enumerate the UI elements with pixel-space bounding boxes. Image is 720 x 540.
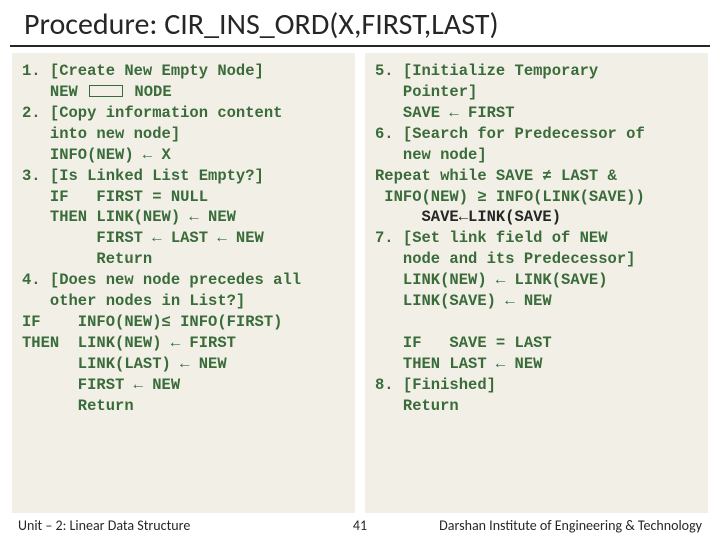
code-line: 6. [Search for Predecessor of — [375, 125, 645, 143]
code-line: new node] — [375, 146, 487, 164]
footer-left: Unit – 2: Linear Data Structure — [18, 517, 330, 534]
code-line: other nodes in List?] — [22, 292, 245, 310]
code-line: THEN LAST ← NEW — [375, 355, 542, 373]
code-line: THEN LINK(NEW) ← FIRST — [22, 334, 236, 352]
code-line: LINK(LAST) ← NEW — [22, 355, 227, 373]
code-line: 5. [Initialize Temporary — [375, 62, 598, 80]
code-line: 4. [Does new node precedes all — [22, 271, 301, 289]
code-line: Return — [22, 397, 134, 415]
code-line: INFO(NEW) ← X — [22, 146, 171, 164]
code-line: FIRST ← NEW — [22, 376, 180, 394]
code-line: 3. [Is Linked List Empty?] — [22, 167, 264, 185]
slide-footer: Unit – 2: Linear Data Structure 41 Darsh… — [0, 513, 720, 540]
code-line: SAVE ← FIRST — [375, 104, 515, 122]
code-line: THEN LINK(NEW) ← NEW — [22, 208, 236, 226]
code-line: IF INFO(NEW)≤ INFO(FIRST) — [22, 313, 282, 331]
code-line: Return — [375, 397, 459, 415]
code-line: Pointer] — [375, 83, 477, 101]
code-line: 2. [Copy information content — [22, 104, 282, 122]
footer-right: Darshan Institute of Engineering & Techn… — [390, 517, 702, 534]
right-column: 5. [Initialize Temporary Pointer] SAVE ←… — [365, 53, 708, 513]
code-line: IF FIRST = NULL — [22, 188, 208, 206]
code-line: into new node] — [22, 125, 180, 143]
code-line: NODE — [125, 83, 172, 101]
code-line: INFO(NEW) ≥ INFO(LINK(SAVE)) — [375, 188, 645, 206]
node-box-icon — [89, 85, 123, 97]
code-line: 7. [Set link field of NEW — [375, 229, 608, 247]
code-line: Repeat while SAVE ≠ LAST & — [375, 167, 617, 185]
code-line: SAVE←LINK(SAVE) — [375, 208, 561, 226]
code-line: NEW — [22, 83, 87, 101]
left-column: 1. [Create New Empty Node] NEW NODE 2. [… — [12, 53, 355, 513]
code-line: Return — [22, 250, 152, 268]
code-line: 1. [Create New Empty Node] — [22, 62, 264, 80]
slide: Procedure: CIR_INS_ORD(X,FIRST,LAST) 1. … — [0, 0, 720, 540]
footer-page-number: 41 — [330, 517, 390, 534]
code-line: FIRST ← LAST ← NEW — [22, 229, 264, 247]
slide-title: Procedure: CIR_INS_ORD(X,FIRST,LAST) — [24, 6, 696, 43]
code-line: LINK(SAVE) ← NEW — [375, 292, 552, 310]
code-line: IF SAVE = LAST — [375, 334, 552, 352]
slide-body: 1. [Create New Empty Node] NEW NODE 2. [… — [0, 53, 720, 513]
code-line: 8. [Finished] — [375, 376, 496, 394]
code-line: node and its Predecessor] — [375, 250, 635, 268]
slide-title-block: Procedure: CIR_INS_ORD(X,FIRST,LAST) — [10, 0, 710, 47]
code-line: LINK(NEW) ← LINK(SAVE) — [375, 271, 608, 289]
